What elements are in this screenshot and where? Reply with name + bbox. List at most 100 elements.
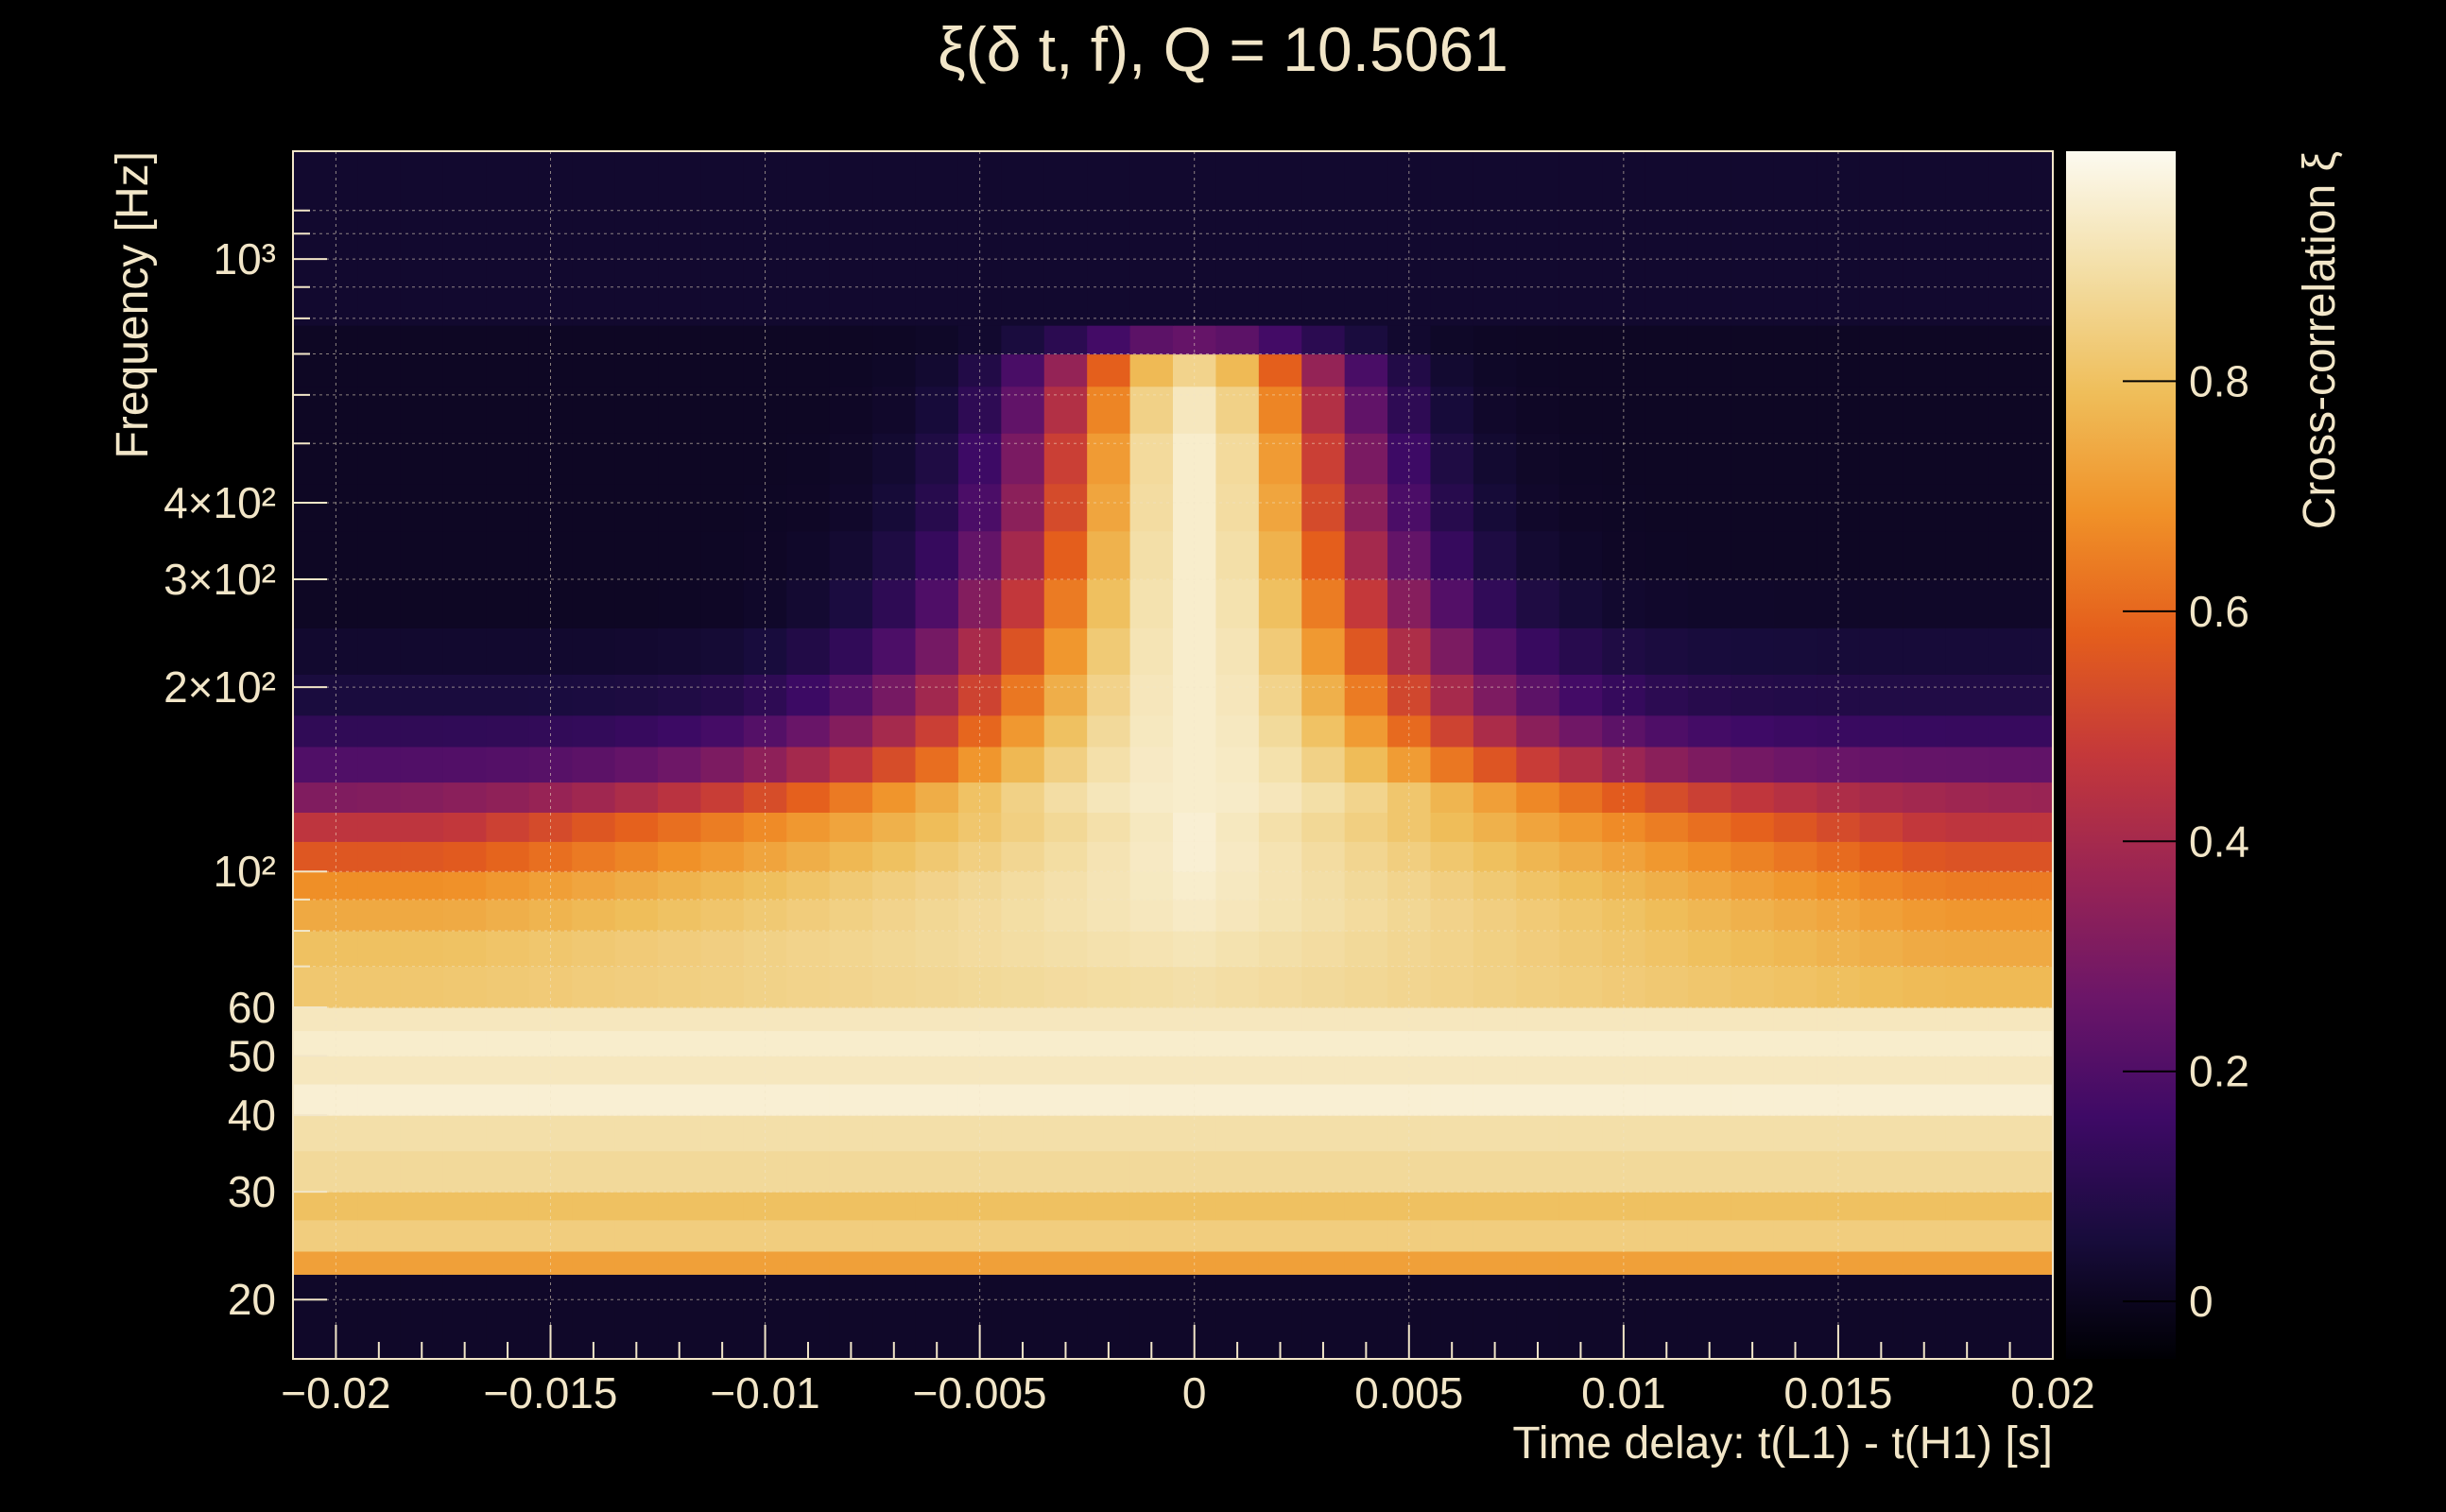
- heatmap-cell: [1258, 714, 1302, 747]
- heatmap-cell: [572, 386, 616, 434]
- heatmap-cell: [1473, 325, 1517, 355]
- heatmap-cell: [1731, 966, 1775, 1008]
- heatmap-cell: [1988, 353, 2032, 387]
- heatmap-cell: [1215, 1083, 1260, 1116]
- heatmap-cell: [1516, 782, 1560, 813]
- heatmap-cell: [1215, 931, 1260, 968]
- heatmap-cell: [829, 714, 873, 747]
- heatmap-cell: [658, 674, 702, 716]
- heatmap-cell: [614, 841, 659, 872]
- heatmap-cell: [786, 746, 831, 783]
- heatmap-cell: [872, 966, 917, 1008]
- y-tick-label: 60: [228, 983, 276, 1032]
- heatmap-cell: [1773, 1083, 1817, 1116]
- heatmap-cell: [1043, 353, 1088, 387]
- heatmap-cell: [1731, 1150, 1775, 1193]
- heatmap-cell: [442, 151, 487, 326]
- heatmap-cell: [1129, 746, 1174, 783]
- heatmap-cell: [1731, 627, 1775, 675]
- heatmap-cell: [1559, 931, 1603, 968]
- heatmap-cell: [1087, 746, 1131, 783]
- heatmap-cell: [486, 433, 530, 485]
- heatmap-cell: [1001, 1030, 1045, 1057]
- heatmap-cell: [1430, 483, 1474, 532]
- heatmap-cell: [1687, 1192, 1731, 1221]
- heatmap-cell: [1859, 841, 1903, 872]
- heatmap-cell: [293, 1274, 358, 1360]
- heatmap-cell: [1903, 899, 1947, 932]
- heatmap-cell: [700, 871, 745, 901]
- heatmap-cell: [1945, 1192, 1990, 1221]
- heatmap-cell: [1001, 325, 1045, 355]
- heatmap-cell: [1129, 812, 1174, 842]
- heatmap-cell: [1516, 1006, 1560, 1032]
- heatmap-cell: [1087, 1006, 1131, 1032]
- heatmap-cell: [1731, 325, 1775, 355]
- heatmap-cell: [915, 931, 959, 968]
- heatmap-cell: [572, 1056, 616, 1085]
- heatmap-cell: [1945, 325, 1990, 355]
- heatmap-cell: [915, 1219, 959, 1252]
- heatmap-cell: [1001, 578, 1045, 628]
- heatmap-cell: [1645, 530, 1689, 580]
- heatmap-cell: [357, 674, 402, 716]
- heatmap-cell: [1559, 151, 1603, 326]
- heatmap-cell: [872, 1219, 917, 1252]
- heatmap-cell: [786, 578, 831, 628]
- heatmap-cell: [572, 871, 616, 901]
- heatmap-cell: [1988, 483, 2032, 532]
- heatmap-cell: [1344, 386, 1388, 434]
- heatmap-cell: [1859, 1150, 1903, 1193]
- heatmap-cell: [293, 1192, 358, 1221]
- heatmap-cell: [486, 812, 530, 842]
- heatmap-cell: [1559, 433, 1603, 485]
- heatmap-cell: [400, 433, 444, 485]
- heatmap-cell: [1645, 966, 1689, 1008]
- heatmap-cell: [2031, 1192, 2054, 1221]
- heatmap-cell: [357, 1115, 402, 1152]
- heatmap-cell: [1731, 714, 1775, 747]
- heatmap-cell: [442, 325, 487, 355]
- heatmap-cell: [572, 353, 616, 387]
- heatmap-cell: [1859, 1030, 1903, 1057]
- heatmap-cell: [700, 1219, 745, 1252]
- heatmap-cell: [1215, 483, 1260, 532]
- heatmap-cell: [829, 325, 873, 355]
- heatmap-cell: [1301, 899, 1346, 932]
- heatmap-cell: [1344, 433, 1388, 485]
- heatmap-cell: [743, 931, 787, 968]
- heatmap-cell: [442, 578, 487, 628]
- heatmap-cell: [486, 899, 530, 932]
- heatmap-cell: [1773, 578, 1817, 628]
- heatmap-cell: [400, 871, 444, 901]
- heatmap-cell: [486, 151, 530, 326]
- heatmap-cell: [872, 1083, 917, 1116]
- heatmap-cell: [1258, 966, 1302, 1008]
- heatmap-cell: [1473, 966, 1517, 1008]
- heatmap-cell: [1903, 714, 1947, 747]
- heatmap-cell: [1344, 871, 1388, 901]
- heatmap-cell: [1473, 782, 1517, 813]
- heatmap-cell: [658, 353, 702, 387]
- heatmap-cell: [1687, 782, 1731, 813]
- heatmap-cell: [357, 931, 402, 968]
- heatmap-cell: [2031, 746, 2054, 783]
- heatmap-cell: [1687, 151, 1731, 326]
- heatmap-cell: [1731, 578, 1775, 628]
- heatmap-cell: [1301, 151, 1346, 326]
- heatmap-cell: [1215, 386, 1260, 434]
- heatmap-cell: [442, 714, 487, 747]
- heatmap-cell: [1988, 1150, 2032, 1193]
- heatmap-cell: [614, 386, 659, 434]
- heatmap-cell: [1903, 1219, 1947, 1252]
- heatmap-cell: [1001, 353, 1045, 387]
- heatmap-cell: [1945, 151, 1990, 326]
- heatmap-cell: [1043, 674, 1088, 716]
- heatmap-cell: [786, 1250, 831, 1275]
- heatmap-cell: [1043, 1192, 1088, 1221]
- heatmap-cell: [915, 1115, 959, 1152]
- heatmap-cell: [1258, 433, 1302, 485]
- heatmap-cell: [1859, 353, 1903, 387]
- heatmap-cell: [786, 1150, 831, 1193]
- heatmap-cell: [1516, 433, 1560, 485]
